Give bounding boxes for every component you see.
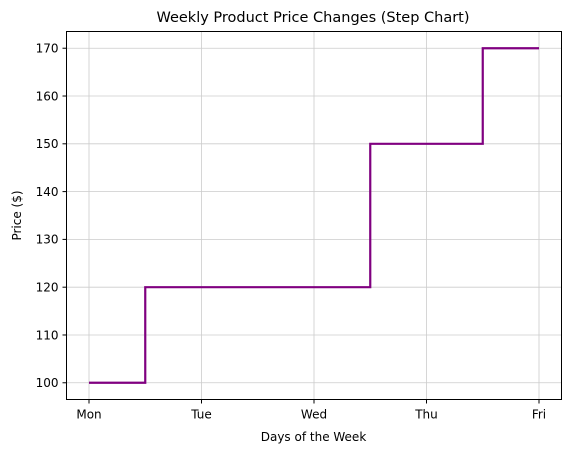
x-tick-label: Mon [76, 408, 101, 422]
y-axis: 100 110 120 130 140 150 160 170 [36, 42, 67, 390]
x-axis: Mon Tue Wed Thu Fri [76, 399, 546, 422]
y-tick-label: 160 [36, 89, 59, 103]
x-tick-label: Fri [532, 408, 546, 422]
y-tick-label: 140 [36, 185, 59, 199]
chart-title: Weekly Product Price Changes (Step Chart… [156, 10, 469, 26]
x-tick-label: Tue [190, 408, 212, 422]
price-step-line [89, 47, 539, 384]
x-tick-label: Thu [414, 408, 438, 422]
x-axis-title: Days of the Week [261, 430, 367, 444]
grid [66, 31, 562, 400]
y-tick-label: 170 [36, 42, 59, 56]
y-tick-label: 110 [36, 328, 59, 342]
series-layer [89, 47, 539, 384]
y-tick-label: 100 [36, 376, 59, 390]
y-tick-label: 150 [36, 137, 59, 151]
y-tick-label: 130 [36, 233, 59, 247]
y-tick-label: 120 [36, 280, 59, 294]
y-axis-title: Price ($) [10, 190, 24, 240]
x-tick-label: Wed [301, 408, 327, 422]
